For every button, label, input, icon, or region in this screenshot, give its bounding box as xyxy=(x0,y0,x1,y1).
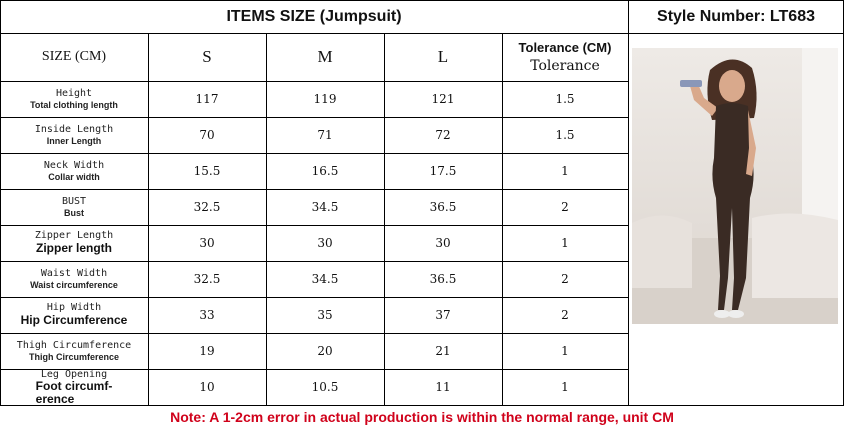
column-header-l: L xyxy=(437,47,449,66)
cell-s: 32.5 xyxy=(193,200,221,214)
cell-m: 20 xyxy=(317,344,333,358)
cell-s: 117 xyxy=(195,92,219,106)
cell-l: 30 xyxy=(435,236,451,250)
row-divider xyxy=(0,117,628,118)
model-image xyxy=(632,48,838,324)
row-label-en: Hip Width xyxy=(46,302,102,314)
column-divider xyxy=(266,33,267,405)
cell-s: 15.5 xyxy=(193,164,221,178)
row-label-sub: Collar width xyxy=(48,171,100,182)
row-label-en: Leg Opening xyxy=(40,368,108,380)
row-label-en: BUST xyxy=(61,196,87,208)
cell-l: 21 xyxy=(435,344,451,358)
column-divider xyxy=(148,33,149,405)
row-label-en: Zipper Length xyxy=(34,230,114,242)
cell-m: 119 xyxy=(313,92,337,106)
row-label: Neck Width Collar width xyxy=(0,153,148,189)
note-divider xyxy=(0,405,844,406)
column-header-s: S xyxy=(202,47,212,66)
photo-divider xyxy=(628,0,629,405)
header-divider xyxy=(0,33,844,34)
chart-title: ITEMS SIZE (Jumpsuit) xyxy=(226,7,402,25)
row-divider xyxy=(0,153,628,154)
cell-tol: 2 xyxy=(561,200,569,214)
column-header-m: M xyxy=(317,47,333,66)
row-label: Waist Width Waist circumference xyxy=(0,261,148,297)
cell-s: 30 xyxy=(199,236,215,250)
row-label-en: Neck Width xyxy=(43,160,105,172)
border-left xyxy=(0,0,1,405)
row-label-sub: Hip Circumference xyxy=(20,312,128,327)
cell-l: 36.5 xyxy=(429,200,457,214)
row-divider xyxy=(0,369,628,370)
row-label-sub: Inner Length xyxy=(46,135,102,146)
cell-l: 37 xyxy=(435,308,451,322)
row-label: Hip Width Hip Circumference xyxy=(0,297,148,333)
cell-l: 121 xyxy=(431,92,455,106)
cell-s: 10 xyxy=(199,380,215,394)
cell-tol: 1 xyxy=(561,344,569,358)
cell-l: 11 xyxy=(435,380,451,394)
cell-m: 35 xyxy=(317,308,333,322)
cell-l: 17.5 xyxy=(429,164,457,178)
row-label-sub: Total clothing length xyxy=(30,99,118,110)
tolerance-sub-label: Tolerance xyxy=(530,58,600,74)
cell-l: 72 xyxy=(435,128,451,142)
row-divider xyxy=(0,225,628,226)
cell-s: 70 xyxy=(199,128,215,142)
row-label: Inside Length Inner Length xyxy=(0,117,148,153)
row-label: Thigh Circumference Thigh Circumference xyxy=(0,333,148,369)
row-label-en: Inside Length xyxy=(34,124,114,136)
column-divider xyxy=(384,33,385,405)
row-label-sub: Thigh Circumference xyxy=(28,351,120,362)
row-label-sub: Zipper length xyxy=(36,240,112,255)
cell-tol: 1 xyxy=(561,236,569,250)
cell-s: 19 xyxy=(199,344,215,358)
row-label-en: Thigh Circumference xyxy=(16,340,132,352)
row-divider xyxy=(0,81,628,82)
cell-m: 10.5 xyxy=(311,380,339,394)
row-label: Zipper Length Zipper length xyxy=(0,225,148,261)
row-label-en: Height xyxy=(55,88,93,100)
column-divider xyxy=(502,33,503,405)
cell-m: 16.5 xyxy=(311,164,339,178)
row-label-en: Waist Width xyxy=(40,268,108,280)
cell-tol: 2 xyxy=(561,308,569,322)
row-divider xyxy=(0,297,628,298)
row-label-sub: Foot circumf- erence xyxy=(35,379,113,406)
cell-tol: 1 xyxy=(561,164,569,178)
product-photo xyxy=(632,48,838,324)
size-column-header: SIZE (CM) xyxy=(41,49,107,64)
cell-m: 34.5 xyxy=(311,200,339,214)
cell-s: 32.5 xyxy=(193,272,221,286)
row-label-sub: Waist circumference xyxy=(30,279,118,290)
cell-s: 33 xyxy=(199,308,215,322)
row-label-sub: Bust xyxy=(64,207,84,218)
row-divider xyxy=(0,333,628,334)
production-note: Note: A 1-2cm error in actual production… xyxy=(170,409,674,425)
row-label: Height Total clothing length xyxy=(0,81,148,117)
cell-tol: 1.5 xyxy=(555,128,575,142)
cell-tol: 2 xyxy=(561,272,569,286)
tolerance-label: Tolerance (CM) xyxy=(518,40,612,55)
cell-m: 34.5 xyxy=(311,272,339,286)
cell-tol: 1.5 xyxy=(555,92,575,106)
row-label: Leg Opening Foot circumf- erence xyxy=(0,369,148,405)
cell-m: 30 xyxy=(317,236,333,250)
cell-l: 36.5 xyxy=(429,272,457,286)
row-divider xyxy=(0,261,628,262)
border-top xyxy=(0,0,844,1)
cell-tol: 1 xyxy=(561,380,569,394)
row-divider xyxy=(0,189,628,190)
style-number: Style Number: LT683 xyxy=(657,7,815,25)
row-label: BUST Bust xyxy=(0,189,148,225)
column-header-tolerance: Tolerance (CM) Tolerance xyxy=(502,33,628,81)
cell-m: 71 xyxy=(317,128,333,142)
